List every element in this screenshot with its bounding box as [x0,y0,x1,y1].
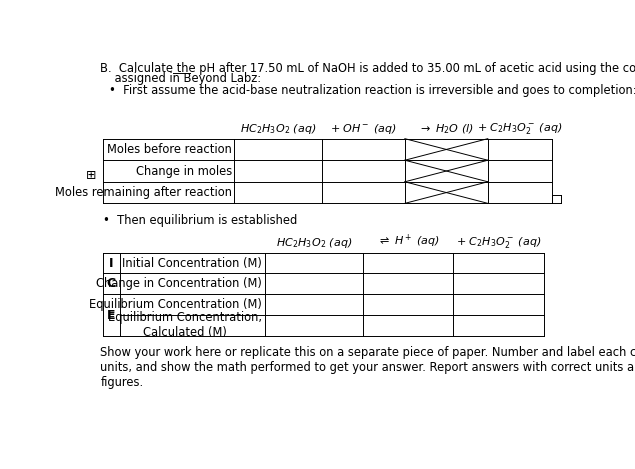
Text: E: E [107,309,116,322]
Text: HC$_2$H$_3$O$_2$ (aq): HC$_2$H$_3$O$_2$ (aq) [240,122,316,136]
Text: C: C [107,277,116,290]
Text: ⊞: ⊞ [86,169,96,182]
Text: assigned in Beyond Labz:: assigned in Beyond Labz: [100,72,262,85]
Text: HC$_2$H$_3$O$_2$ (aq): HC$_2$H$_3$O$_2$ (aq) [276,236,352,250]
Text: Moles remaining after reaction: Moles remaining after reaction [55,186,232,199]
Text: I: I [109,257,114,270]
Text: Change in moles: Change in moles [136,165,232,177]
Text: Change in Concentration (M): Change in Concentration (M) [97,277,262,290]
Text: + C$_2$H$_3$O$_2^-$ (aq): + C$_2$H$_3$O$_2^-$ (aq) [478,121,563,136]
Text: Show your work here or replicate this on a separate piece of paper. Number and l: Show your work here or replicate this on… [100,346,635,389]
Text: •  Then equilibrium is established: • Then equilibrium is established [103,214,297,227]
Text: Equilibrium Concentration,
Calculated (M): Equilibrium Concentration, Calculated (M… [109,311,262,340]
Text: $\rightleftharpoons$ H$^+$ (aq): $\rightleftharpoons$ H$^+$ (aq) [377,233,439,250]
Text: Initial Concentration (M): Initial Concentration (M) [123,257,262,270]
Text: Equilibrium Concentration (M): Equilibrium Concentration (M) [90,298,262,311]
Text: •  First assume the acid-base neutralization reaction is irreversible and goes t: • First assume the acid-base neutralizat… [109,84,635,97]
Text: + C$_2$H$_3$O$_2^-$ (aq): + C$_2$H$_3$O$_2^-$ (aq) [456,235,542,250]
Text: Moles before reaction: Moles before reaction [107,143,232,156]
Text: $\rightarrow$ H$_2$O (l): $\rightarrow$ H$_2$O (l) [418,123,474,136]
Text: + OH$^-$ (aq): + OH$^-$ (aq) [330,122,397,136]
Text: B.  Calculate the pH after 17.50 mL of NaOH is added to 35.00 mL of acetic acid : B. Calculate the pH after 17.50 mL of Na… [100,62,635,76]
